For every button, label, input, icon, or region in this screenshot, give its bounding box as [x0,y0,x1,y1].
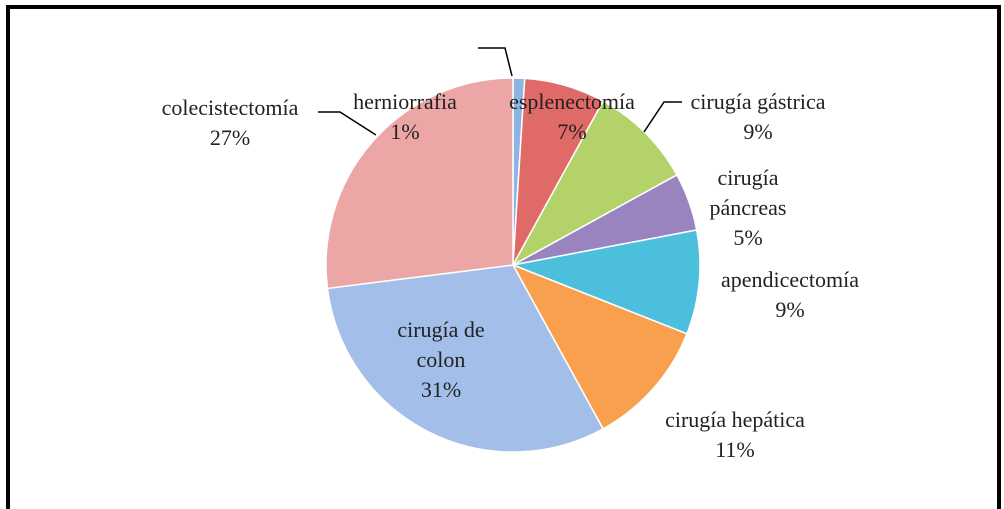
category-label: apendicectomía [720,267,860,292]
category-label: colecistectomía [161,95,299,120]
value-label: 1% [390,119,420,144]
pie-slice [325,77,514,290]
value-label: 11% [715,437,755,462]
slice-label: apendicectomía 9% [690,265,890,325]
leader-line [318,111,377,136]
category-label: cirugía de colon [397,317,485,372]
leader-line [643,101,682,133]
pie-slice [511,100,678,267]
slice-label: cirugía hepática 11% [625,405,845,465]
slice-label: cirugía páncreas 5% [693,163,803,253]
slice-label: colecistectomía 27% [120,93,340,153]
value-label: 9% [775,297,805,322]
frame [6,5,1001,509]
slice-label: cirugía de colon 31% [371,315,511,405]
pie-slice [510,229,701,335]
slice-label: esplenectomía 7% [472,87,672,147]
value-label: 5% [733,225,763,250]
category-label: cirugía gástrica [690,89,826,114]
pie-slice [326,264,605,453]
pie-slice [511,263,688,430]
category-label: cirugía hepática [665,407,805,432]
value-label: 27% [209,125,251,150]
category-label: cirugía páncreas [709,165,787,220]
category-label: esplenectomía [509,89,635,114]
value-label: 31% [420,377,462,402]
category-label: herniorrafia [353,89,457,114]
value-label: 7% [557,119,587,144]
value-label: 9% [743,119,773,144]
slice-label: cirugía gástrica 9% [648,87,868,147]
slice-label: herniorrafia 1% [305,87,505,147]
leader-line [478,47,513,77]
